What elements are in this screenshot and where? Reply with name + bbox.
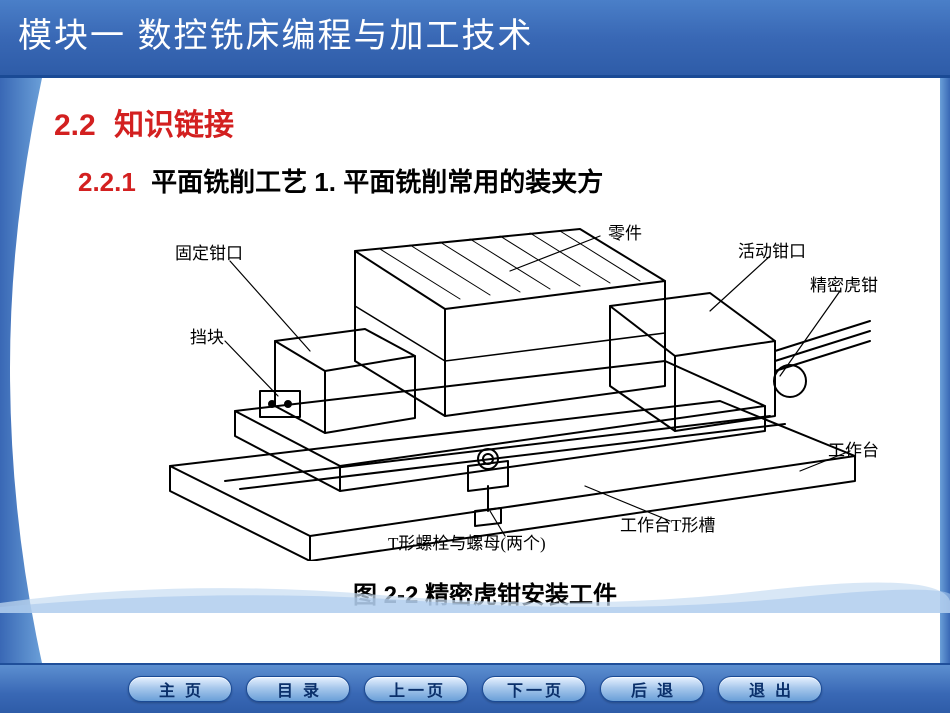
label-worktable: 工作台 [828, 436, 879, 461]
back-button[interactable]: 后退 [600, 676, 704, 702]
label-stopper: 挡块 [190, 323, 224, 348]
left-decoration [0, 78, 42, 663]
section-number: 2.2 [54, 109, 96, 142]
next-button[interactable]: 下一页 [482, 676, 586, 702]
right-decoration [940, 78, 950, 663]
label-part: 零件 [608, 219, 642, 244]
label-t-slot: 工作台T形槽 [620, 511, 715, 536]
exit-button[interactable]: 退出 [718, 676, 822, 702]
home-button[interactable]: 主页 [128, 676, 232, 702]
section-heading: 2.2 知识链接 [50, 100, 920, 144]
slide-title: 模块一 数控铣床编程与加工技术 [18, 8, 932, 57]
label-t-bolt: T形螺栓与螺母(两个) [388, 529, 546, 554]
subsection-heading: 2.2.1 平面铣削工艺 1. 平面铣削常用的装夹方 [50, 162, 920, 199]
slide-header: 模块一 数控铣床编程与加工技术 [0, 0, 950, 78]
diagram: 固定钳口 挡块 零件 活动钳口 精密虎钳 工作台 工作台T形槽 T形螺栓与螺母(… [110, 211, 890, 561]
label-precision-vise: 精密虎钳 [810, 271, 878, 296]
label-movable-jaw: 活动钳口 [738, 237, 806, 262]
diagram-caption: 图 2-2 精密虎钳安装工件 [50, 575, 920, 610]
toc-button[interactable]: 目录 [246, 676, 350, 702]
section-title-text: 知识链接 [114, 109, 234, 142]
nav-footer: 主页 目录 上一页 下一页 后退 退出 [0, 663, 950, 713]
label-fixed-jaw: 固定钳口 [175, 239, 243, 264]
prev-button[interactable]: 上一页 [364, 676, 468, 702]
content-area: 2.2 知识链接 2.2.1 平面铣削工艺 1. 平面铣削常用的装夹方 [0, 78, 950, 663]
subsection-text: 平面铣削工艺 1. 平面铣削常用的装夹方 [151, 167, 603, 197]
subsection-number: 2.2.1 [78, 167, 136, 197]
content-inner: 2.2 知识链接 2.2.1 平面铣削工艺 1. 平面铣削常用的装夹方 [42, 78, 940, 663]
